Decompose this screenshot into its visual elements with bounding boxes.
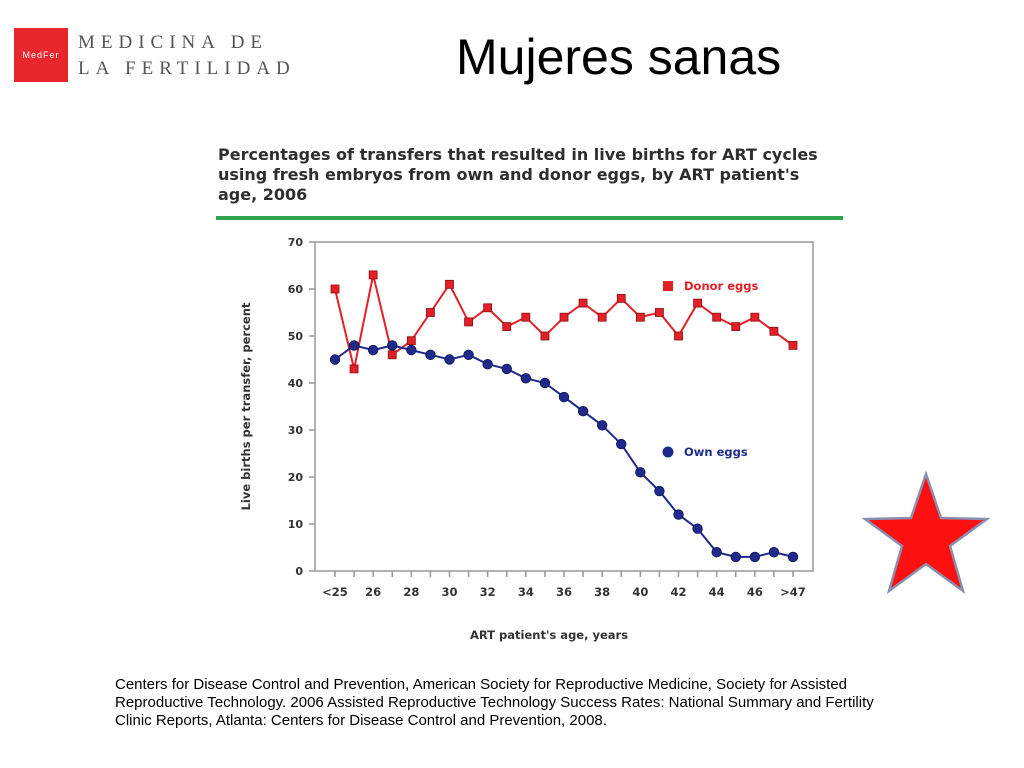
data-point-own — [348, 340, 360, 351]
data-point-donor — [406, 336, 416, 346]
x-tick-label: 44 — [709, 585, 725, 599]
x-tick-label: >47 — [780, 585, 806, 599]
data-point-own — [768, 547, 780, 558]
logo-line-1: MEDICINA DE — [78, 32, 269, 53]
data-point-donor — [349, 364, 359, 374]
data-point-own — [749, 551, 761, 563]
star-icon — [862, 470, 990, 595]
data-point-donor — [693, 298, 702, 308]
legend-label: Own eggs — [684, 445, 748, 459]
logo-mark-text: MedFer — [22, 50, 60, 60]
data-point-donor — [540, 331, 550, 341]
legend-label: Donor eggs — [684, 279, 758, 293]
data-point-donor — [483, 303, 493, 313]
data-point-donor — [655, 308, 664, 317]
data-point-own — [711, 547, 722, 558]
x-tick-label: 34 — [518, 585, 534, 599]
data-point-own — [692, 523, 703, 534]
data-point-donor — [674, 331, 683, 341]
data-point-donor — [635, 312, 645, 322]
data-point-own — [654, 485, 665, 497]
data-point-donor — [559, 312, 569, 322]
data-point-own — [577, 405, 589, 417]
data-point-donor — [502, 322, 512, 331]
x-tick-label: 42 — [670, 585, 686, 599]
y-tick-label: 60 — [288, 283, 304, 296]
data-point-donor — [387, 350, 397, 360]
data-point-donor — [597, 312, 607, 322]
y-tick-label: 40 — [288, 377, 304, 390]
x-tick-label: <25 — [322, 585, 348, 599]
x-tick-label: 28 — [403, 585, 419, 599]
data-point-own — [787, 551, 799, 563]
data-point-own — [539, 377, 551, 389]
citation-text: Centers for Disease Control and Preventi… — [115, 676, 874, 729]
x-tick-label: 46 — [747, 585, 763, 599]
y-axis-label: Live births per transfer, percent — [239, 302, 253, 510]
data-point-own — [482, 358, 493, 370]
x-tick-label: 40 — [632, 585, 648, 599]
data-point-own — [673, 509, 684, 520]
data-point-donor — [426, 308, 435, 317]
data-point-donor — [769, 326, 779, 336]
line-chart: 0 10 20 30 40 50 60 70 <25 26 28 30 32 34 36 38 40 42 44 46… — [239, 236, 814, 642]
x-tick-label: 36 — [556, 585, 572, 599]
y-tick-label: 10 — [288, 518, 304, 531]
data-point-donor — [731, 322, 741, 331]
data-point-donor — [578, 298, 588, 308]
data-point-own — [406, 344, 417, 356]
logo-text: MEDICINA DE LA FERTILIDAD — [78, 30, 296, 82]
data-point-own — [367, 344, 379, 356]
data-point-donor — [330, 284, 340, 294]
y-tick-label: 50 — [288, 330, 304, 343]
legend-marker — [663, 281, 673, 291]
data-point-donor — [788, 341, 798, 350]
x-axis-label: ART patient's age, years — [470, 628, 628, 642]
data-point-own — [329, 354, 341, 365]
data-point-own — [558, 391, 570, 403]
y-tick-label: 0 — [295, 565, 303, 578]
data-point-own — [463, 349, 474, 361]
y-tick-label: 20 — [288, 471, 304, 484]
data-point-donor — [464, 317, 473, 327]
chart-title: Percentages of transfers that resulted i… — [218, 145, 818, 204]
data-point-own — [444, 354, 455, 365]
title-divider — [216, 216, 843, 220]
logo-line-2: LA FERTILIDAD — [78, 58, 296, 79]
data-point-donor — [368, 270, 378, 280]
data-point-own — [635, 467, 646, 478]
data-point-own — [596, 420, 608, 431]
logo-mark: MedFer — [14, 28, 68, 82]
x-tick-label: 30 — [441, 585, 457, 599]
data-point-own — [520, 373, 532, 384]
y-tick-label: 70 — [288, 236, 304, 249]
data-point-own — [425, 349, 436, 361]
data-point-donor — [521, 312, 531, 322]
y-tick-label: 30 — [288, 424, 304, 437]
x-tick-label: 32 — [480, 585, 496, 599]
x-tick-label: 38 — [594, 585, 610, 599]
data-point-donor — [616, 294, 626, 303]
data-point-own — [730, 551, 741, 563]
data-point-donor — [445, 279, 454, 289]
data-point-own — [616, 438, 627, 450]
slide-title: Mujeres sanas — [456, 29, 782, 85]
legend-marker — [662, 446, 674, 458]
x-tick-label: 26 — [365, 585, 381, 599]
data-point-own — [387, 340, 398, 351]
data-point-own — [501, 363, 512, 375]
data-point-donor — [712, 312, 722, 322]
data-point-donor — [750, 312, 760, 322]
